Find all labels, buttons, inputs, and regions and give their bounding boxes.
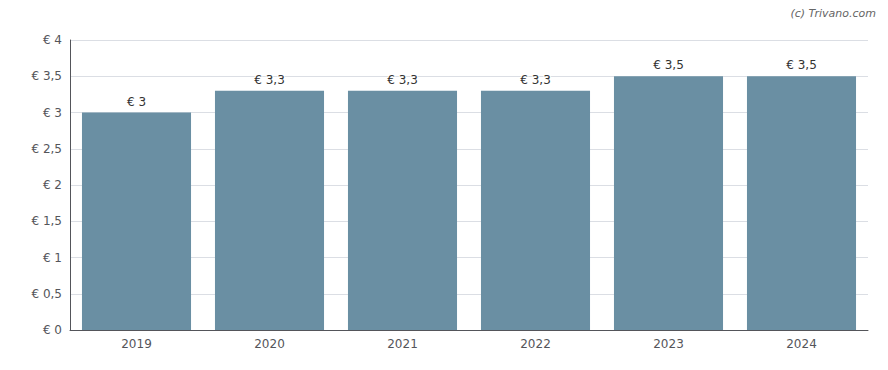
svg-text:€ 2,5: € 2,5 xyxy=(31,142,62,156)
svg-text:2024: 2024 xyxy=(786,337,817,351)
svg-text:(c) Trivano.com: (c) Trivano.com xyxy=(790,7,876,20)
svg-text:€ 2: € 2 xyxy=(43,178,62,192)
svg-text:€ 3,3: € 3,3 xyxy=(387,73,418,87)
svg-text:€ 0,5: € 0,5 xyxy=(31,287,62,301)
svg-text:€ 3,5: € 3,5 xyxy=(786,58,817,72)
svg-text:€ 3,5: € 3,5 xyxy=(653,58,684,72)
svg-text:2022: 2022 xyxy=(520,337,551,351)
svg-text:€ 0: € 0 xyxy=(43,323,62,337)
svg-text:€ 1: € 1 xyxy=(43,251,62,265)
svg-text:€ 1,5: € 1,5 xyxy=(31,214,62,228)
svg-text:€ 3: € 3 xyxy=(43,106,62,120)
svg-text:€ 4: € 4 xyxy=(43,33,62,47)
svg-text:2021: 2021 xyxy=(387,337,418,351)
svg-text:€ 3: € 3 xyxy=(127,95,146,109)
svg-text:€ 3,5: € 3,5 xyxy=(31,69,62,83)
svg-text:2023: 2023 xyxy=(653,337,684,351)
svg-text:€ 3,3: € 3,3 xyxy=(254,73,285,87)
svg-text:2019: 2019 xyxy=(121,337,152,351)
svg-text:2020: 2020 xyxy=(254,337,285,351)
svg-text:€ 3,3: € 3,3 xyxy=(520,73,551,87)
